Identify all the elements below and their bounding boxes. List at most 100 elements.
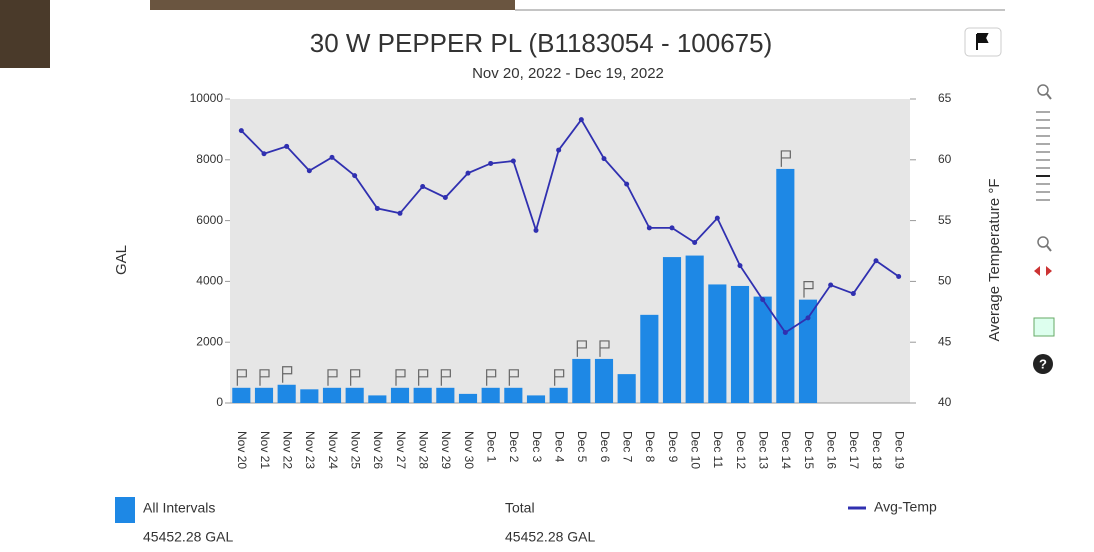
temp-point <box>692 239 698 245</box>
x-tick-label: Nov 22 <box>280 431 294 469</box>
y2-tick-label: 50 <box>938 274 952 288</box>
bar <box>481 387 500 403</box>
bar <box>458 393 478 403</box>
flag-button[interactable] <box>964 27 1002 57</box>
legend-label: All Intervals <box>143 500 215 516</box>
temp-point <box>329 154 335 160</box>
series-total: 45452.28 GAL <box>143 529 234 545</box>
temp-point <box>238 128 244 134</box>
temp-point <box>782 329 788 335</box>
temp-point <box>261 151 267 157</box>
bar <box>300 389 319 403</box>
x-tick-label: Dec 13 <box>756 431 770 469</box>
flag-marker <box>554 369 565 386</box>
bar <box>572 358 591 403</box>
x-tick-label: Dec 7 <box>620 431 634 463</box>
x-tick-label: Nov 24 <box>326 431 340 469</box>
x-tick-label: Dec 1 <box>484 431 498 463</box>
bar <box>390 387 410 403</box>
bar <box>413 387 432 403</box>
bar <box>662 257 682 403</box>
chart-title: 30 W PEPPER PL (B1183054 - 100675) <box>310 28 773 58</box>
temp-point <box>488 160 494 166</box>
bar <box>594 358 614 403</box>
temp-point <box>420 184 426 190</box>
help-button[interactable]: ? <box>1033 354 1053 374</box>
y-tick-label: 8000 <box>196 152 223 166</box>
x-tick-label: Nov 29 <box>439 431 453 469</box>
x-tick-label: Nov 27 <box>394 431 408 469</box>
temp-point <box>284 143 290 149</box>
temp-point <box>896 274 902 280</box>
y2-tick-label: 65 <box>938 91 952 105</box>
x-tick-label: Dec 5 <box>575 431 589 463</box>
temp-point <box>828 282 834 288</box>
temp-point <box>737 263 743 269</box>
temp-point <box>669 225 675 231</box>
temp-line <box>240 118 900 334</box>
x-tick-label: Nov 20 <box>235 431 249 469</box>
total-label: Total <box>505 500 535 516</box>
x-tick-label: Dec 18 <box>870 431 884 469</box>
zoom-out[interactable] <box>1037 236 1052 252</box>
bar <box>345 387 364 403</box>
legend-label: Avg-Temp <box>874 499 937 515</box>
bar <box>685 255 704 403</box>
x-tick-label: Dec 15 <box>802 431 816 469</box>
y2-axis-label: Average Temperature °F <box>986 178 1003 341</box>
zoom-slider[interactable] <box>1036 111 1050 201</box>
bar <box>436 387 455 403</box>
x-tick-label: Dec 10 <box>688 431 702 469</box>
legend-swatch <box>115 497 135 523</box>
flag-marker <box>236 369 247 386</box>
table-button[interactable] <box>1033 317 1055 337</box>
temp-point <box>578 117 584 123</box>
y-axis-label: GAL <box>113 245 130 275</box>
plot-area <box>230 99 910 403</box>
temp-point <box>442 194 448 200</box>
bar <box>232 387 251 403</box>
bar <box>730 285 750 403</box>
flag-marker <box>780 150 791 167</box>
temp-point <box>352 173 358 179</box>
x-tick-label: Nov 23 <box>303 431 317 469</box>
flag-marker <box>350 369 361 386</box>
y-tick-label: 2000 <box>196 334 223 348</box>
y2-tick-label: 55 <box>938 213 952 227</box>
bar <box>368 395 387 403</box>
flag-marker <box>486 369 497 386</box>
temp-point <box>465 170 471 176</box>
x-tick-label: Nov 30 <box>462 431 476 469</box>
bar <box>753 296 772 403</box>
temp-point <box>646 225 652 231</box>
zoom-in[interactable] <box>1037 84 1052 100</box>
y-tick-label: 4000 <box>196 274 223 288</box>
x-tick-label: Dec 17 <box>847 431 861 469</box>
temp-point <box>850 291 856 297</box>
bar <box>776 168 795 403</box>
pan-arrows[interactable] <box>1034 266 1052 276</box>
x-tick-label: Dec 19 <box>892 431 906 469</box>
flag-marker <box>599 340 610 357</box>
temp-point <box>510 158 516 164</box>
flag-marker <box>327 369 338 386</box>
temp-point <box>873 258 879 264</box>
temp-point <box>556 147 562 153</box>
temp-point <box>397 210 403 216</box>
temp-point <box>624 181 630 187</box>
flag-marker <box>282 366 293 383</box>
photo-fragment <box>0 0 50 68</box>
temp-point <box>714 215 720 221</box>
x-tick-label: Dec 2 <box>507 431 521 463</box>
x-tick-label: Dec 16 <box>824 431 838 469</box>
bar <box>708 284 727 403</box>
x-tick-label: Nov 25 <box>348 431 362 469</box>
photo-fragment <box>150 0 515 10</box>
temp-point <box>306 168 312 174</box>
bar <box>549 387 568 403</box>
temp-point <box>533 227 539 233</box>
x-tick-label: Dec 11 <box>711 431 725 468</box>
flag-marker <box>440 369 451 386</box>
flag-marker <box>803 281 814 298</box>
